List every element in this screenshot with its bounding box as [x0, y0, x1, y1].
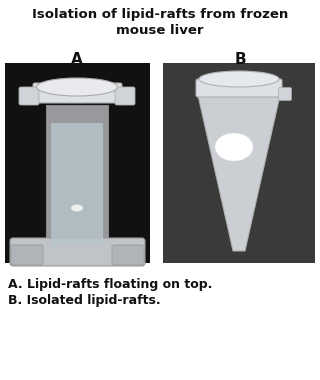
Polygon shape: [197, 91, 281, 251]
FancyBboxPatch shape: [19, 87, 39, 105]
Text: B: B: [234, 52, 246, 67]
Text: A: A: [71, 52, 83, 67]
Text: A. Lipid-rafts floating on top.: A. Lipid-rafts floating on top.: [8, 278, 212, 291]
Bar: [5, 63, 150, 263]
Bar: [46, 105, 108, 248]
Ellipse shape: [36, 78, 117, 96]
FancyBboxPatch shape: [278, 87, 292, 100]
FancyBboxPatch shape: [10, 238, 145, 266]
FancyBboxPatch shape: [115, 87, 135, 105]
FancyBboxPatch shape: [112, 245, 144, 265]
Bar: [51, 123, 103, 246]
Bar: [163, 63, 315, 263]
Text: B. Isolated lipid-rafts.: B. Isolated lipid-rafts.: [8, 294, 161, 307]
Text: mouse liver: mouse liver: [116, 24, 204, 37]
Text: Isolation of lipid-rafts from frozen: Isolation of lipid-rafts from frozen: [32, 8, 288, 21]
Ellipse shape: [215, 133, 253, 161]
FancyBboxPatch shape: [11, 245, 43, 265]
Ellipse shape: [199, 71, 279, 87]
Ellipse shape: [71, 204, 83, 211]
FancyBboxPatch shape: [33, 83, 122, 103]
FancyBboxPatch shape: [196, 79, 282, 97]
